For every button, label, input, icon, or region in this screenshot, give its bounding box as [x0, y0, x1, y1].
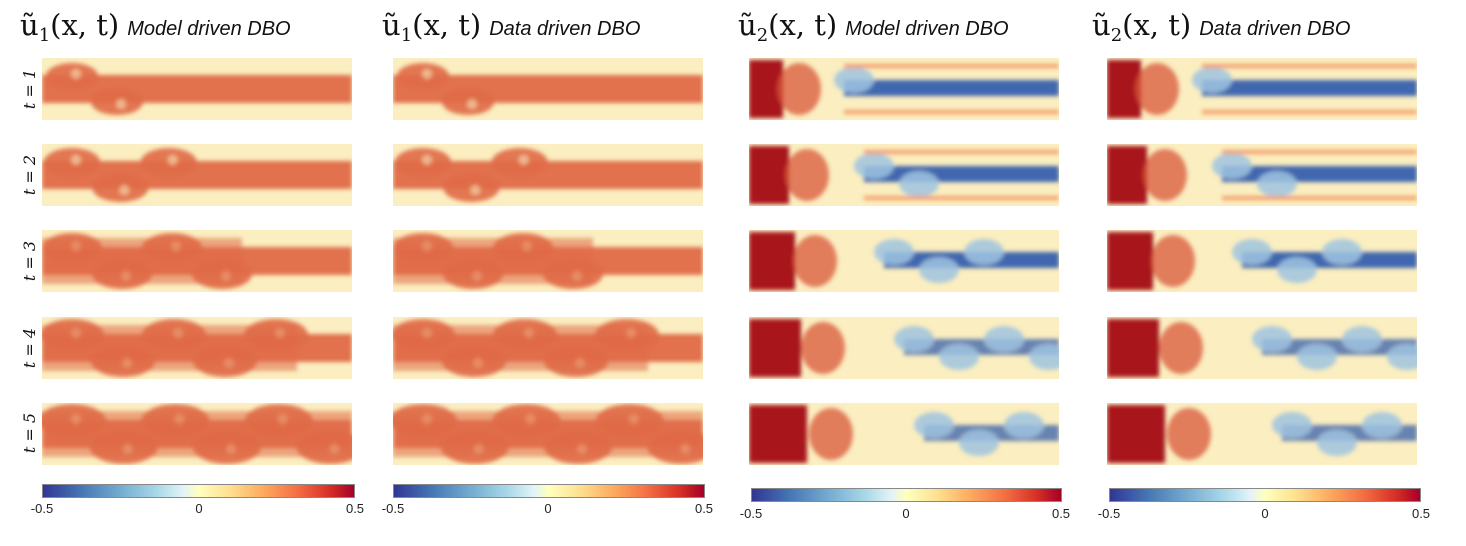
- colorbar-1-max-label: 0.5: [345, 501, 365, 516]
- colorbar-2-mid-label: 0: [544, 501, 552, 516]
- field-panel-u1-2-row-3: [393, 230, 703, 292]
- colorbar-2: [393, 484, 705, 498]
- field-panel-u2-4-row-1: [1107, 58, 1417, 120]
- colorbar-3-mid-label: 0: [902, 506, 910, 521]
- field-panel-u1-2-row-5: [393, 403, 703, 465]
- field-panel-u1-2-row-2: [393, 144, 703, 206]
- colorbar-3: [751, 488, 1062, 502]
- colorbar-3-min-label: -0.5: [739, 506, 763, 521]
- column-title-3: ũ2(x, t) Model driven DBO: [738, 8, 1009, 46]
- method-label: Model driven DBO: [845, 18, 1009, 40]
- colorbar-2-min-label: -0.5: [381, 501, 405, 516]
- method-label: Data driven DBO: [489, 18, 641, 40]
- row-label-t1: t = 1: [20, 68, 39, 110]
- colorbar-1-min-label: -0.5: [30, 501, 54, 516]
- field-panel-u2-4-row-2: [1107, 144, 1417, 206]
- colorbar-4: [1109, 488, 1421, 502]
- row-label-t3: t = 3: [20, 240, 39, 282]
- field-panel-u2-3-row-5: [749, 403, 1059, 465]
- colorbar-4-max-label: 0.5: [1411, 506, 1431, 521]
- column-title-1: ũ1(x, t) Model driven DBO: [20, 8, 291, 46]
- colorbar-3-max-label: 0.5: [1051, 506, 1071, 521]
- row-label-t5: t = 5: [20, 412, 39, 454]
- field-panel-u2-4-row-4: [1107, 317, 1417, 379]
- row-label-t2: t = 2: [20, 154, 39, 196]
- colorbar-1-mid-label: 0: [195, 501, 203, 516]
- colorbar-1: [42, 484, 355, 498]
- field-panel-u1-2-row-4: [393, 317, 703, 379]
- column-title-4: ũ2(x, t) Data driven DBO: [1092, 8, 1351, 46]
- method-label: Data driven DBO: [1199, 18, 1351, 40]
- field-panel-u2-4-row-3: [1107, 230, 1417, 292]
- row-label-t4: t = 4: [20, 327, 39, 369]
- field-panel-u1-1-row-3: [42, 230, 352, 292]
- field-panel-u1-1-row-5: [42, 403, 352, 465]
- colorbar-4-min-label: -0.5: [1097, 506, 1121, 521]
- field-panel-u1-1-row-1: [42, 58, 352, 120]
- method-label: Model driven DBO: [127, 18, 291, 40]
- field-panel-u2-4-row-5: [1107, 403, 1417, 465]
- field-panel-u1-1-row-2: [42, 144, 352, 206]
- field-panel-u1-1-row-4: [42, 317, 352, 379]
- field-panel-u2-3-row-1: [749, 58, 1059, 120]
- field-panel-u2-3-row-4: [749, 317, 1059, 379]
- colorbar-4-mid-label: 0: [1261, 506, 1269, 521]
- field-panel-u1-2-row-1: [393, 58, 703, 120]
- colorbar-2-max-label: 0.5: [694, 501, 714, 516]
- column-title-2: ũ1(x, t) Data driven DBO: [382, 8, 641, 46]
- field-panel-u2-3-row-3: [749, 230, 1059, 292]
- field-panel-u2-3-row-2: [749, 144, 1059, 206]
